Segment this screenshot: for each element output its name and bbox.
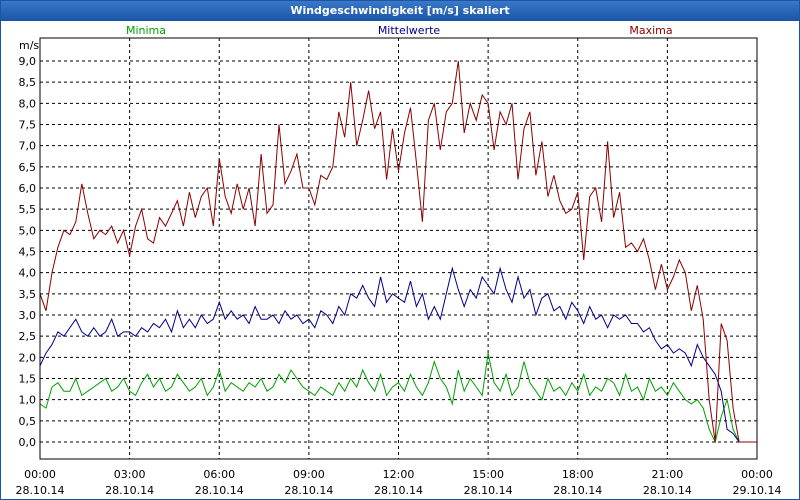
y-tick-label: 8,0 xyxy=(19,97,37,110)
grid xyxy=(40,38,757,459)
series-line-mittelwerte xyxy=(39,266,757,443)
x-tick-time: 00:00 xyxy=(741,468,773,481)
y-tick-label: 6,0 xyxy=(19,182,37,195)
y-axis-label: m/s xyxy=(19,39,39,52)
y-tick-label: 1,0 xyxy=(19,394,37,407)
legend-entry-mittelwerte: Mittelwerte xyxy=(378,24,441,37)
y-tick-label: 4,5 xyxy=(19,246,37,259)
y-tick-label: 9,0 xyxy=(19,55,37,68)
x-tick-time: 03:00 xyxy=(114,468,146,481)
y-tick-label: 2,0 xyxy=(19,351,37,364)
x-tick-date: 28.10.14 xyxy=(16,484,65,497)
series-line-minima xyxy=(39,353,757,444)
y-tick-label: 3,5 xyxy=(19,288,37,301)
legend-entry-maxima: Maxima xyxy=(629,24,672,37)
y-tick-label: 8,5 xyxy=(19,76,37,89)
y-tick-label: 0,5 xyxy=(19,415,37,428)
x-tick-date: 28.10.14 xyxy=(374,484,423,497)
x-tick-time: 12:00 xyxy=(383,468,415,481)
x-tick-date: 28.10.14 xyxy=(105,484,154,497)
y-ticks: 0,0 0,5 1,0 1,5 2,0 2,5 3,0 3,5 4,0 4,5 5,0 5,5 6,0 6… xyxy=(19,55,37,449)
y-tick-label: 5,0 xyxy=(19,224,37,237)
window-title: Windgeschwindigkeit [m/s] skaliert xyxy=(1,1,799,21)
y-tick-label: 6,5 xyxy=(19,161,37,174)
y-tick-label: 2,5 xyxy=(19,330,37,343)
x-tick-time: 18:00 xyxy=(562,468,594,481)
series-group xyxy=(39,60,757,444)
x-tick-date: 29.10.14 xyxy=(733,484,782,497)
x-tick-time: 06:00 xyxy=(203,468,235,481)
x-tick-date: 28.10.14 xyxy=(464,484,513,497)
legend: Minima Mittelwerte Maxima xyxy=(126,24,673,37)
y-tick-label: 7,5 xyxy=(19,119,37,132)
x-ticks: 00:00 28.10.14 03:00 28.10.14 06:00 28.10.14 0… xyxy=(16,468,782,497)
y-tick-label: 0,0 xyxy=(19,436,37,449)
x-tick-date: 28.10.14 xyxy=(284,484,333,497)
y-tick-label: 1,5 xyxy=(19,373,37,386)
legend-entry-minima: Minima xyxy=(126,24,166,37)
x-tick-time: 15:00 xyxy=(472,468,504,481)
series-line-maxima xyxy=(39,60,757,443)
y-tick-label: 3,0 xyxy=(19,309,37,322)
x-tick-time: 09:00 xyxy=(293,468,325,481)
x-tick-time: 00:00 xyxy=(24,468,56,481)
y-tick-label: 4,0 xyxy=(19,267,37,280)
x-tick-time: 21:00 xyxy=(652,468,684,481)
plot-frame xyxy=(39,37,758,460)
y-tick-label: 7,0 xyxy=(19,140,37,153)
x-tick-date: 28.10.14 xyxy=(195,484,244,497)
x-tick-date: 28.10.14 xyxy=(553,484,602,497)
x-tick-date: 28.10.14 xyxy=(643,484,692,497)
y-tick-label: 5,5 xyxy=(19,203,37,216)
